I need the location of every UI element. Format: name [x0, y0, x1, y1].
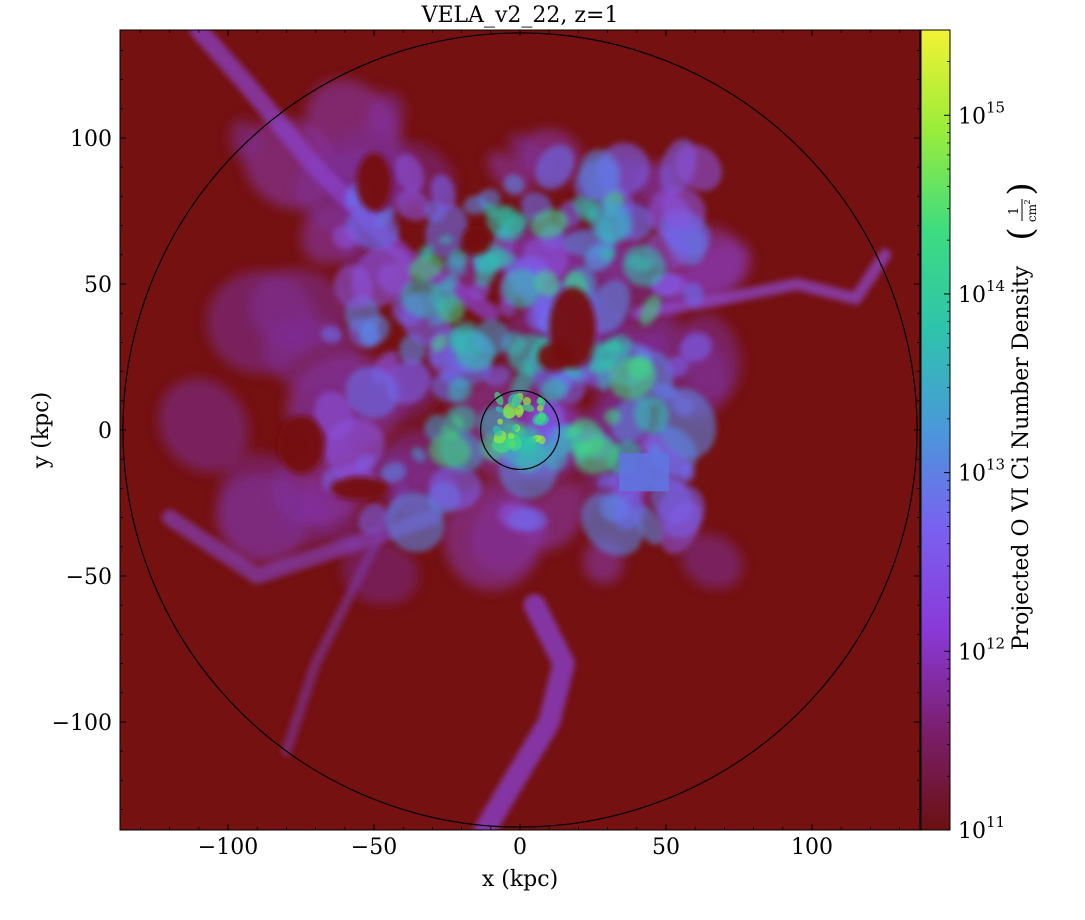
colorbar-tick-label: 1011 [958, 813, 1005, 844]
x-axis-label: x (kpc) [482, 867, 558, 892]
colorbar-label-group: Projected O VI Ci Number Density ( 1 cm … [1001, 182, 1041, 650]
colorbar: 1011 1012 1013 1014 1015 Projected O VI Ci N… [921, 30, 1041, 844]
unit-denominator-exp: 2 [1023, 199, 1032, 204]
y-tick-label: 0 [98, 419, 112, 444]
colorbar-tick-label: 1015 [958, 98, 1005, 129]
colorbar-unit: ( 1 cm 2 ) [1001, 182, 1041, 240]
colorbar-ticks: 1011 1012 1013 1014 1015 [944, 30, 1005, 844]
unit-denominator: cm [1025, 203, 1039, 222]
colorbar-gradient [921, 30, 950, 830]
y-tick-label: 50 [84, 273, 112, 298]
y-axis-label: y (kpc) [29, 392, 54, 469]
x-tick-label: 100 [791, 835, 833, 860]
colorbar-tick-label: 1014 [958, 277, 1005, 308]
chart-title: VELA_v2_22, z=1 [421, 3, 619, 28]
x-tick-label: 50 [652, 835, 680, 860]
unit-numerator: 1 [1007, 207, 1022, 215]
colorbar-tick-label: 1012 [958, 634, 1005, 665]
y-tick-label: 100 [70, 127, 112, 152]
colorbar-tick-label: 1013 [958, 456, 1005, 487]
unit-right-paren: ) [1001, 182, 1041, 195]
x-tick-label: −50 [351, 835, 397, 860]
coarse-cell-patch [619, 453, 669, 491]
x-tick-label: −100 [198, 835, 258, 860]
y-tick-label: −100 [52, 711, 112, 736]
plot-area: −100 −50 0 50 100 −100 −50 0 50 100 [52, 30, 920, 860]
colorbar-label: Projected O VI Ci Number Density [1009, 265, 1034, 650]
unit-left-paren: ( [1001, 227, 1041, 240]
y-tick-label: −50 [66, 565, 112, 590]
x-tick-label: 0 [513, 835, 527, 860]
